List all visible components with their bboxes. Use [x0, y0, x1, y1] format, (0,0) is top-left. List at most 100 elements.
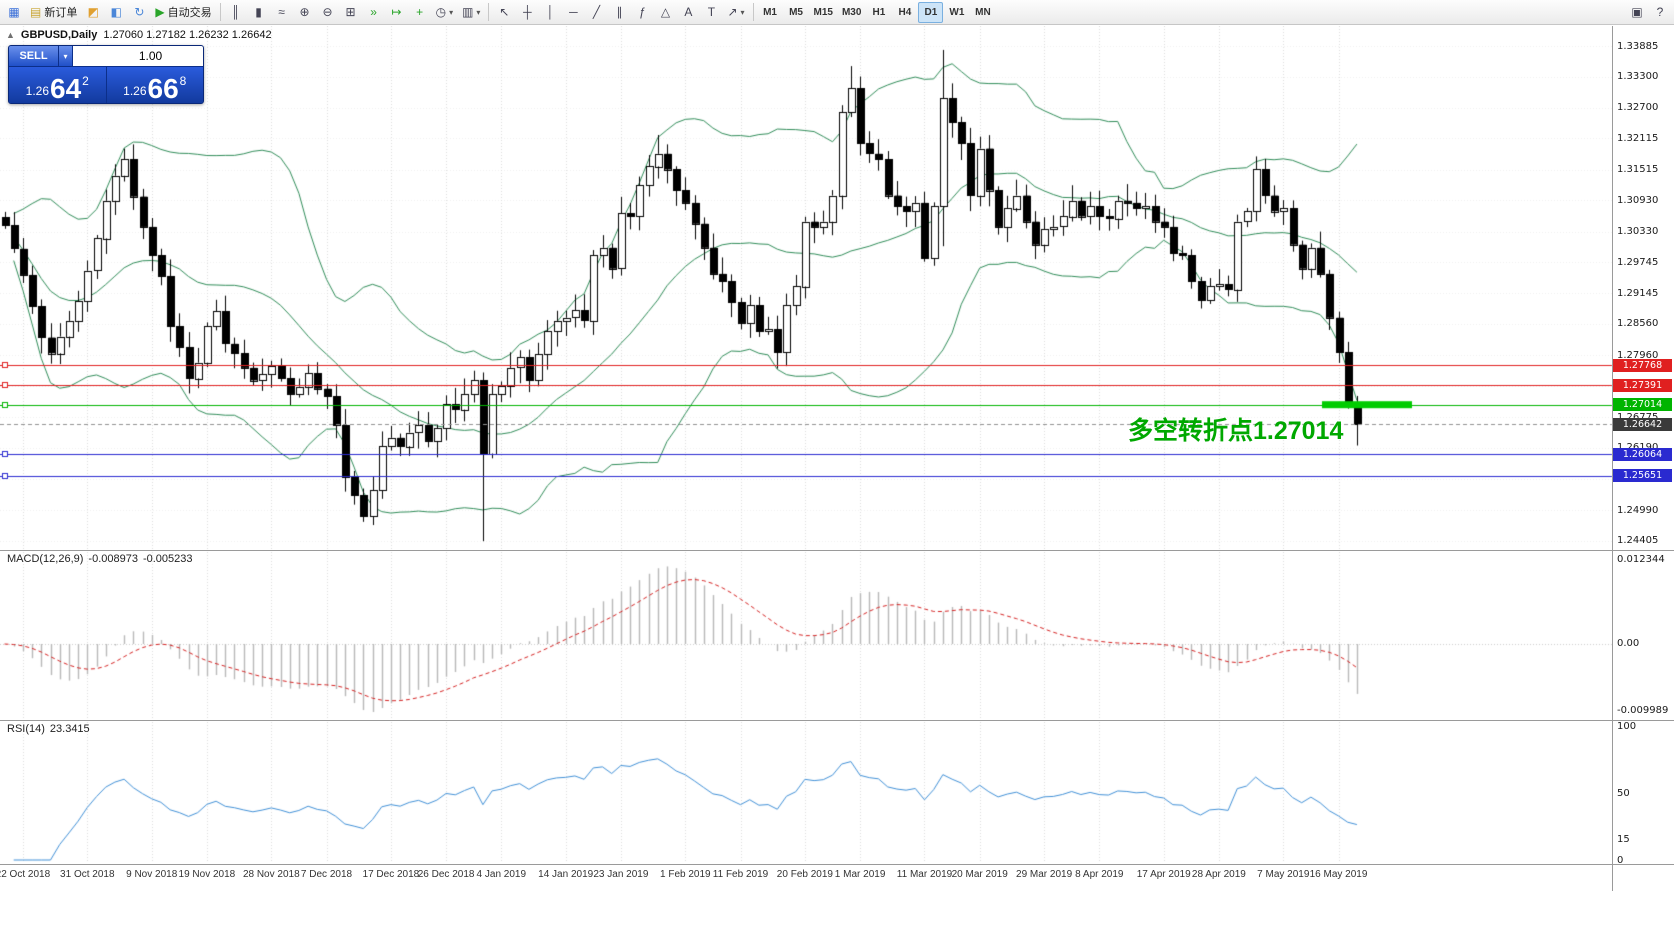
new-order-button-label: 新订单 — [44, 7, 78, 19]
templates-icon: ▥ — [462, 5, 474, 19]
new-chart-button[interactable]: ◩ — [82, 2, 104, 23]
time-axis-label: 28 Apr 2019 — [1191, 869, 1246, 880]
autotrading-button[interactable]: ▶ 自动交易 — [151, 2, 215, 23]
lot-size-input[interactable] — [73, 46, 203, 66]
chart-ohlc-values: 1.27060 1.27182 1.26232 1.26642 — [103, 29, 272, 41]
line-chart-icon: ≈ — [278, 5, 285, 19]
sell-price-display[interactable]: 1.26 64 2 — [9, 67, 106, 103]
candlestick-chart-button[interactable]: ▮ — [248, 2, 270, 23]
tile-windows-button[interactable]: ⊞ — [340, 2, 362, 23]
text-icon: A — [684, 5, 693, 19]
chart-shift-icon: ↦ — [391, 5, 402, 19]
buy-price-sup: 8 — [179, 74, 187, 88]
dropdown-caret-icon: ▾ — [476, 7, 481, 17]
sell-button[interactable]: SELL — [9, 46, 59, 66]
time-axis-label: 16 May 2019 — [1309, 869, 1368, 880]
vertical-line-button[interactable]: │ — [539, 2, 561, 23]
buy-price-display[interactable]: 1.26 66 8 — [105, 67, 204, 103]
profiles-icon: ◧ — [110, 5, 123, 19]
line-chart-button[interactable]: ≈ — [271, 2, 293, 23]
text-label-button[interactable]: T — [700, 2, 722, 23]
window-menu-icon: ▣ — [1631, 5, 1643, 19]
time-axis-label: 20 Feb 2019 — [776, 869, 833, 880]
timeframe-button-d1[interactable]: D1 — [918, 1, 944, 23]
price-level-label: 1.25651 — [1613, 469, 1672, 483]
one-click-prices-row: 1.26 64 2 1.26 66 8 — [9, 66, 203, 103]
zoom-out-button[interactable]: ⊖ — [317, 2, 339, 23]
arrows-button[interactable]: ↗ ▾ — [723, 2, 748, 23]
timeframe-button-h1[interactable]: H1 — [872, 6, 886, 18]
price-level-label: 1.26064 — [1613, 447, 1672, 461]
zoom-in-button[interactable]: ⊕ — [294, 2, 316, 23]
timeframe-button-m5[interactable]: M5 — [789, 6, 803, 18]
autotrading-icon: ▶ — [155, 5, 165, 19]
text-button[interactable]: A — [677, 2, 699, 23]
pane-splitter-macd[interactable] — [0, 550, 1674, 551]
pane-splitter-rsi[interactable] — [0, 720, 1674, 721]
chart-info-line: ▲ GBPUSD,Daily 1.27060 1.27182 1.26232 1… — [6, 29, 272, 41]
cursor-icon: ↖ — [499, 5, 510, 19]
horizontal-line-button[interactable]: ─ — [562, 2, 584, 23]
timeframe-button-w1[interactable]: W1 — [949, 6, 965, 18]
fibonacci-button[interactable]: ƒ — [631, 2, 653, 23]
price-scale-label: 1.29745 — [1617, 256, 1659, 268]
chart-shift-button[interactable]: ↦ — [386, 2, 408, 23]
equidistant-channel-button[interactable]: ∥ — [608, 2, 630, 23]
window-menu-button[interactable]: ▣ — [1626, 2, 1648, 23]
time-axis-label: 22 Oct 2018 — [0, 869, 51, 880]
rsi-scale-label: 100 — [1617, 720, 1637, 732]
time-axis-label: 7 Dec 2018 — [300, 869, 353, 880]
time-axis-label: 1 Feb 2019 — [659, 869, 711, 880]
crosshair-icon: ┼ — [523, 5, 532, 19]
price-scale-label: 1.27960 — [1617, 349, 1659, 361]
bar-chart-button[interactable]: ║ — [225, 2, 247, 23]
price-level-label: 1.27391 — [1613, 378, 1672, 392]
auto-scroll-button[interactable]: » — [363, 2, 385, 23]
refresh-button[interactable]: ↻ — [128, 2, 150, 23]
price-scale-label: 1.32115 — [1617, 132, 1659, 144]
buy-price-small: 1.26 — [123, 84, 147, 98]
timeframe-button-mn[interactable]: MN — [975, 6, 991, 18]
crosshair-button[interactable]: ┼ — [516, 2, 538, 23]
time-axis-label: 23 Jan 2019 — [593, 869, 649, 880]
time-axis-label: 7 May 2019 — [1257, 869, 1310, 880]
cursor-button[interactable]: ↖ — [493, 2, 515, 23]
trendline-icon: ╱ — [592, 5, 601, 19]
timeframe-button-m1[interactable]: M1 — [763, 6, 777, 18]
indicators-button[interactable]: + — [409, 2, 431, 23]
trendline-button[interactable]: ╱ — [585, 2, 607, 23]
help-button[interactable]: ? — [1649, 2, 1671, 23]
timeframe-button-h4[interactable]: H4 — [898, 6, 912, 18]
one-click-collapse-button[interactable]: ▲ — [6, 30, 15, 40]
lot-decrease-button[interactable]: ▾ — [59, 46, 73, 66]
macd-name: MACD(12,26,9) — [7, 553, 84, 565]
shapes-button[interactable]: △ — [654, 2, 676, 23]
periods-icon: ◷ — [435, 5, 447, 19]
timeframe-button-m15[interactable]: M15 — [813, 6, 833, 18]
price-level-label: 1.27768 — [1613, 358, 1672, 372]
vertical-line-icon: │ — [546, 5, 555, 19]
auto-scroll-icon: » — [370, 5, 377, 19]
periods-button[interactable]: ◷ ▾ — [432, 2, 458, 23]
shapes-icon: △ — [660, 5, 671, 19]
macd-scale-label: 0.012344 — [1617, 554, 1665, 565]
templates-button[interactable]: ▥ ▾ — [458, 2, 484, 23]
new-order-button[interactable]: ▤ 新订单 — [26, 2, 81, 23]
time-axis-label: 11 Mar 2019 — [896, 869, 953, 880]
time-axis-label: 17 Dec 2018 — [362, 869, 420, 880]
price-scale-label: 1.26775 — [1617, 412, 1658, 423]
time-axis-separator — [0, 864, 1674, 865]
indicators-icon: + — [416, 5, 424, 19]
price-scale-label: 1.30930 — [1617, 194, 1659, 206]
autotrading-button-label: 自动交易 — [167, 7, 212, 19]
candlestick-chart-icon: ▮ — [255, 5, 262, 19]
time-axis[interactable] — [0, 865, 1674, 948]
macd-scale-label: -0.009989 — [1617, 705, 1669, 716]
horizontal-line-icon: ─ — [569, 5, 578, 19]
sell-price-small: 1.26 — [25, 84, 49, 98]
timeframe-button-m30[interactable]: M30 — [841, 6, 862, 18]
bar-chart-icon: ║ — [231, 5, 240, 19]
bid-price-label: 1.26642 — [1613, 417, 1672, 431]
profiles-button[interactable]: ◧ — [105, 2, 127, 23]
